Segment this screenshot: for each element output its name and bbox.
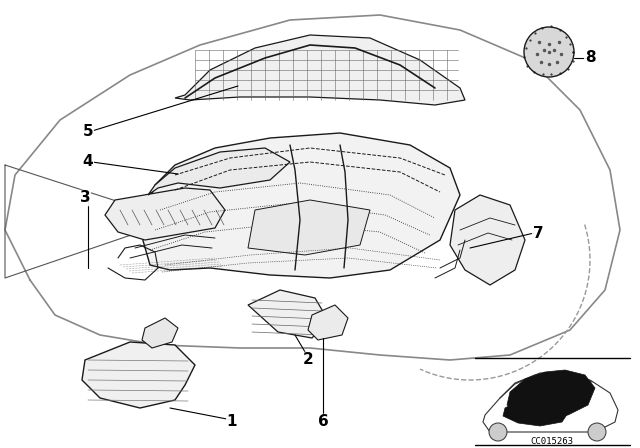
Polygon shape [82, 342, 195, 408]
Text: 7: 7 [532, 225, 543, 241]
Polygon shape [248, 200, 370, 255]
Polygon shape [105, 188, 225, 240]
Polygon shape [148, 148, 290, 195]
Text: 8: 8 [585, 51, 595, 65]
Text: 3: 3 [80, 190, 90, 206]
Polygon shape [175, 35, 465, 105]
Text: 6: 6 [317, 414, 328, 430]
Polygon shape [483, 374, 618, 432]
Polygon shape [140, 133, 460, 278]
Polygon shape [450, 195, 525, 285]
Polygon shape [308, 305, 348, 340]
Text: 2: 2 [303, 353, 314, 367]
Text: 1: 1 [227, 414, 237, 430]
Polygon shape [142, 318, 178, 348]
Text: CC015263: CC015263 [531, 436, 573, 445]
Polygon shape [248, 290, 328, 338]
Text: 4: 4 [83, 155, 93, 169]
Polygon shape [507, 370, 595, 418]
Circle shape [524, 27, 574, 77]
Circle shape [588, 423, 606, 441]
Text: 5: 5 [83, 125, 93, 139]
Circle shape [489, 423, 507, 441]
Polygon shape [503, 396, 570, 426]
